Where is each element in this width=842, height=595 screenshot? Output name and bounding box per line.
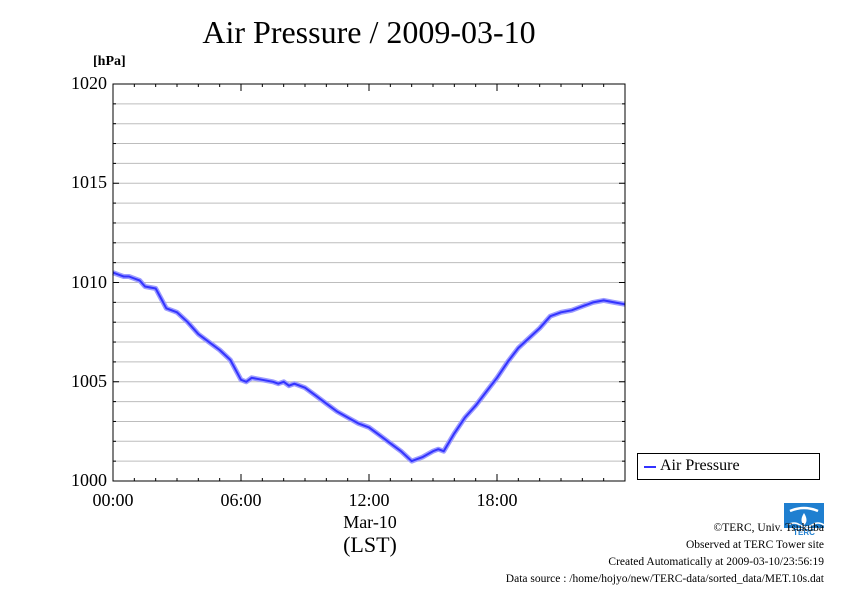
- y-tick-label: 1015: [71, 172, 107, 193]
- logo-text: TERC: [793, 528, 815, 536]
- y-tick-label: 1005: [71, 370, 107, 391]
- credit-copyright: ©TERC, Univ. Tsukuba: [713, 522, 824, 534]
- legend-label: Air Pressure: [660, 457, 740, 474]
- legend: Air Pressure: [637, 453, 820, 480]
- x-axis-date-label: Mar-10: [343, 512, 397, 532]
- series-line-halo: [112, 270, 626, 464]
- legend-swatch: [644, 466, 656, 468]
- credit-source: Data source : /home/hojyo/new/TERC-data/…: [505, 573, 824, 585]
- plot-frame: [112, 83, 626, 482]
- y-tick-label: 1010: [71, 271, 107, 292]
- y-tick-label: 1020: [71, 73, 107, 93]
- x-tick-label: 12:00: [348, 490, 390, 510]
- y-tick-label: 1000: [71, 470, 107, 490]
- terc-logo: TERC: [784, 503, 824, 536]
- x-axis-label: (LST): [343, 532, 397, 557]
- x-tick-label: 06:00: [220, 490, 262, 510]
- grid-lines: [113, 103, 625, 462]
- credit-site: Observed at TERC Tower site: [685, 539, 824, 551]
- x-tick-label: 18:00: [476, 490, 518, 510]
- series-air-pressure: [112, 270, 626, 464]
- x-tick-label: 00:00: [92, 490, 134, 510]
- credit-created: Created Automatically at 2009-03-10/23:5…: [608, 556, 824, 568]
- y-axis-unit-label: [hPa]: [93, 54, 126, 69]
- chart-title: Air Pressure / 2009-03-10: [202, 14, 536, 50]
- series-line: [112, 271, 626, 463]
